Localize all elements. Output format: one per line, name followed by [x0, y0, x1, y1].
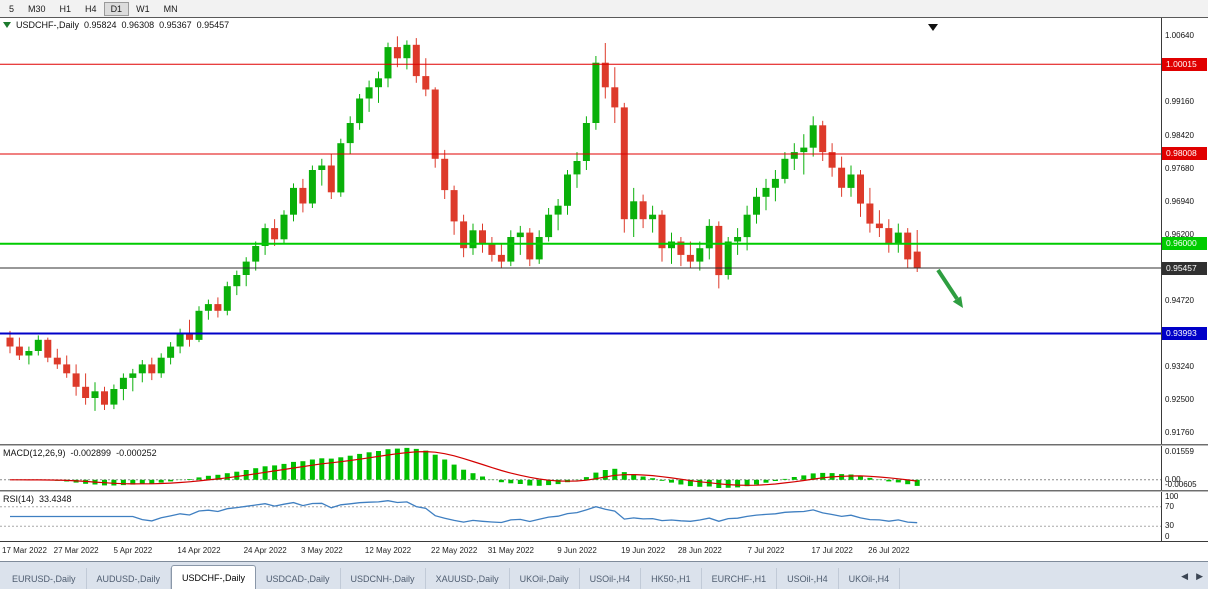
- price-line-label: 0.96000: [1162, 237, 1207, 251]
- chart-header: USDCHF-,Daily 0.95824 0.96308 0.95367 0.…: [3, 20, 229, 30]
- macd-svg: [0, 447, 1161, 488]
- macd-plot[interactable]: MACD(12,26,9) -0.002899 -0.000252: [0, 446, 1161, 490]
- timeframe-button-mn[interactable]: MN: [163, 3, 178, 14]
- rsi-header: RSI(14) 33.4348: [3, 494, 72, 504]
- bar-high-value: 0.96308: [121, 20, 155, 30]
- timeframe-button-d1[interactable]: D1: [103, 1, 130, 16]
- tabs-scroll-right-icon[interactable]: ▶: [1196, 571, 1203, 581]
- rsi-value: 33.4348: [39, 494, 72, 504]
- chart-tab-usoil-h4[interactable]: USOil-,H4: [777, 568, 839, 589]
- macd-axis-tick: -0.00605: [1165, 480, 1197, 489]
- rsi-pane: RSI(14) 33.4348 100 70 30 0: [0, 492, 1208, 541]
- timeframe-button-h4[interactable]: H4: [85, 3, 97, 14]
- macd-label: MACD(12,26,9): [3, 448, 66, 458]
- pane-separator[interactable]: [0, 490, 1208, 492]
- rsi-axis[interactable]: 100 70 30 0: [1161, 492, 1207, 541]
- date-axis-label: 9 Jun 2022: [557, 546, 597, 555]
- macd-main-value: -0.002899: [70, 448, 112, 458]
- macd-signal-value: -0.000252: [116, 448, 157, 458]
- rsi-svg: [0, 500, 1161, 527]
- bar-close-value: 0.95457: [196, 20, 230, 30]
- price-axis-tick: 0.99160: [1165, 97, 1194, 107]
- main-chart-pane: USDCHF-,Daily 0.95824 0.96308 0.95367 0.…: [0, 18, 1208, 444]
- timeframe-button-h1[interactable]: H1: [59, 3, 72, 14]
- main-chart-plot[interactable]: USDCHF-,Daily 0.95824 0.96308 0.95367 0.…: [0, 18, 1161, 444]
- chart-tab-eurusd-daily[interactable]: EURUSD-,Daily: [2, 568, 87, 589]
- candlestick-svg: [0, 24, 1161, 411]
- price-axis-tick: 0.96940: [1165, 196, 1194, 206]
- date-axis-label: 17 Mar 2022: [2, 546, 47, 555]
- chart-tab-eurchf-h1[interactable]: EURCHF-,H1: [702, 568, 778, 589]
- chart-tab-bar: EURUSD-,Daily AUDUSD-,Daily USDCHF-,Daily U…: [0, 561, 1208, 589]
- date-axis-label: 19 Jun 2022: [621, 546, 666, 555]
- rsi-plot[interactable]: RSI(14) 33.4348: [0, 492, 1161, 541]
- chart-tab-audusd-daily[interactable]: AUDUSD-,Daily: [87, 568, 172, 589]
- chart-tab-usdcnh-daily[interactable]: USDCNH-,Daily: [341, 568, 426, 589]
- rsi-axis-tick: 0: [1165, 532, 1170, 541]
- price-axis-tick: 0.93240: [1165, 362, 1194, 372]
- date-axis-label: 5 Apr 2022: [113, 546, 153, 555]
- date-axis-label: 24 Apr 2022: [243, 546, 287, 555]
- date-axis-label: 27 Mar 2022: [53, 546, 99, 555]
- chart-tab-usdchf-daily[interactable]: USDCHF-,Daily: [171, 565, 257, 589]
- chart-tab-xauusd-daily[interactable]: XAUUSD-,Daily: [426, 568, 510, 589]
- price-axis-tick: 0.92500: [1165, 395, 1194, 405]
- timeframe-toolbar: 5 M30 H1 H4 D1 W1 MN: [0, 0, 1208, 18]
- chart-tab-usdcad-daily[interactable]: USDCAD-,Daily: [256, 568, 341, 589]
- price-line-label: 0.95457: [1162, 261, 1207, 275]
- chart-tab-usoil-h4[interactable]: USOil-,H4: [580, 568, 642, 589]
- chart-tab-hk50-h1[interactable]: HK50-,H1: [641, 568, 702, 589]
- price-line-label: 1.00015: [1162, 57, 1207, 71]
- macd-axis-tick: 0.00: [1165, 474, 1181, 484]
- rsi-axis-tick: 100: [1165, 492, 1179, 501]
- date-axis-label: 22 May 2022: [431, 546, 478, 555]
- price-axis-tick: 0.98420: [1165, 130, 1194, 140]
- price-axis-tick: 1.00640: [1165, 31, 1194, 41]
- date-axis-label: 31 May 2022: [487, 546, 534, 555]
- macd-axis[interactable]: 0.01559 0.00 -0.00605: [1161, 446, 1207, 490]
- rsi-axis-tick: 30: [1165, 521, 1174, 531]
- rsi-axis-tick: 70: [1165, 501, 1174, 511]
- timeframe-button-m30[interactable]: M30: [28, 3, 46, 14]
- chart-area: USDCHF-,Daily 0.95824 0.96308 0.95367 0.…: [0, 18, 1208, 561]
- date-axis-label: 17 Jul 2022: [811, 546, 853, 555]
- chart-symbol-label: USDCHF-,Daily: [16, 20, 79, 30]
- price-axis-tick: 0.96200: [1165, 229, 1194, 239]
- price-line-label: 0.93993: [1162, 326, 1207, 340]
- bar-open-value: 0.95824: [84, 20, 117, 30]
- date-axis-label: 3 May 2022: [300, 546, 343, 555]
- chart-tab-ukoil-h4[interactable]: UKOil-,H4: [839, 568, 901, 589]
- date-axis[interactable]: 17 Mar 2022 27 Mar 2022 5 Apr 2022 14 Apr 2…: [0, 541, 1208, 561]
- date-axis-label: 14 Apr 2022: [177, 546, 221, 555]
- timeframe-button-w1[interactable]: W1: [136, 3, 150, 14]
- macd-axis-tick: 0.01559: [1165, 447, 1194, 456]
- pane-separator[interactable]: [0, 444, 1208, 446]
- tabs-scroll-left-icon[interactable]: ◀: [1181, 571, 1189, 581]
- macd-header: MACD(12,26,9) -0.002899 -0.000252: [3, 448, 157, 458]
- date-axis-label: 26 Jul 2022: [868, 546, 910, 555]
- price-axis-tick: 0.94720: [1165, 295, 1194, 305]
- bar-low-value: 0.95367: [159, 20, 192, 30]
- date-axis-label: 12 May 2022: [364, 546, 412, 555]
- date-axis-label: 7 Jul 2022: [747, 546, 785, 555]
- rsi-label: RSI(14): [3, 494, 35, 504]
- chart-tabs: EURUSD-,Daily AUDUSD-,Daily USDCHF-,Daily U…: [2, 565, 901, 589]
- tab-navigation: ◀ ▶: [1181, 571, 1203, 582]
- price-axis-tick: 0.91760: [1165, 428, 1194, 438]
- timeframe-button-5[interactable]: 5: [9, 3, 15, 14]
- chart-tab-ukoil-daily[interactable]: UKOil-,Daily: [510, 568, 580, 589]
- macd-pane: MACD(12,26,9) -0.002899 -0.000252 0.0155…: [0, 446, 1208, 490]
- symbol-dropdown-icon[interactable]: [3, 22, 11, 28]
- price-axis-tick: 0.97680: [1165, 163, 1194, 173]
- price-axis[interactable]: 1.006400.999000.991600.984200.976800.969…: [1161, 18, 1207, 444]
- price-line-label: 0.98008: [1162, 147, 1207, 161]
- date-axis-label: 28 Jun 2022: [677, 546, 722, 555]
